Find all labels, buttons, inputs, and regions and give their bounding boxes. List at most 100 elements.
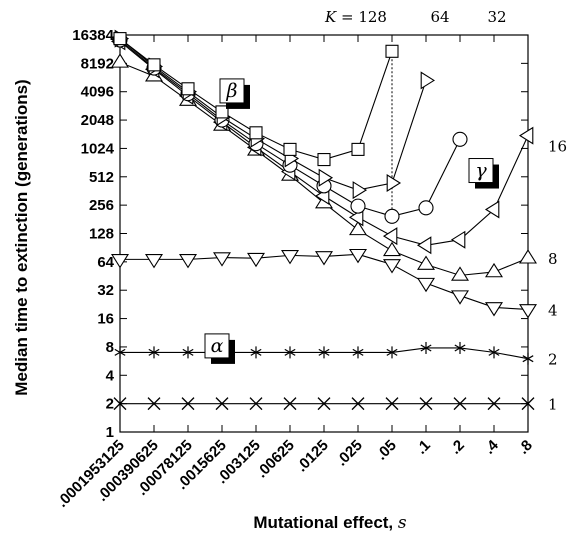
data-point-k-2-stroke bbox=[318, 348, 330, 356]
series-k-4 bbox=[111, 248, 537, 319]
data-point-k-4 bbox=[179, 254, 197, 269]
data-point-k-4 bbox=[315, 251, 333, 266]
y-tick-label: 128 bbox=[89, 226, 114, 243]
x-tick-label: .1 bbox=[413, 437, 434, 458]
region-label-text: α bbox=[211, 335, 224, 357]
data-point-k-1 bbox=[419, 397, 433, 411]
data-point-k-1-stroke bbox=[351, 397, 365, 411]
data-point-k-8 bbox=[111, 53, 129, 68]
data-point-k-2 bbox=[420, 341, 432, 354]
series-k-16 bbox=[110, 32, 534, 255]
data-point-k-1 bbox=[147, 397, 161, 411]
y-tick-label: 32 bbox=[97, 282, 114, 299]
data-point-k-128 bbox=[351, 142, 365, 156]
data-point-k-2-stroke bbox=[522, 355, 534, 363]
data-point-k-1 bbox=[487, 397, 501, 411]
data-point-k-4 bbox=[485, 302, 503, 317]
y-axis: 1 2 4 8 16 32 64 128 256 512 1024 2048 4096 8192 16384… bbox=[12, 27, 528, 441]
data-point-k-1-stroke bbox=[453, 397, 467, 411]
x-tick-label: .4 bbox=[481, 436, 502, 457]
data-point-k-2-stroke bbox=[182, 348, 194, 356]
data-point-k-1 bbox=[249, 397, 263, 411]
data-point-k-2-stroke bbox=[148, 348, 160, 356]
data-point-k-1 bbox=[385, 397, 399, 411]
data-point-k-2-stroke bbox=[284, 348, 296, 356]
data-point-k-1-stroke bbox=[215, 397, 229, 411]
series-label-k-32: 32 bbox=[487, 8, 506, 26]
data-point-k-16 bbox=[450, 230, 466, 249]
data-point-k-2-stroke bbox=[114, 348, 126, 356]
data-point-k-1-stroke bbox=[113, 397, 127, 411]
y-tick-label: 512 bbox=[89, 169, 114, 186]
y-tick-label: 2 bbox=[106, 396, 114, 413]
data-point-k-2-stroke bbox=[386, 348, 398, 356]
x-axis: .0001953125.000390625.00078125.0015625.0… bbox=[54, 35, 536, 533]
x-axis-title-variable: s bbox=[398, 513, 407, 533]
x-tick-label: .8 bbox=[515, 437, 536, 458]
data-point-k-8 bbox=[485, 262, 503, 278]
data-point-k-4 bbox=[281, 250, 299, 265]
data-point-k-2 bbox=[454, 341, 466, 354]
data-point-k-4 bbox=[111, 254, 129, 269]
series-line-k-64 bbox=[119, 38, 427, 191]
y-tick-label: 8 bbox=[106, 339, 114, 356]
data-point-k-1 bbox=[453, 397, 467, 411]
data-point-k-8 bbox=[451, 266, 469, 281]
y-tick-label: 1024 bbox=[81, 140, 115, 157]
data-point-k-8 bbox=[417, 255, 435, 270]
data-point-k-2 bbox=[386, 346, 398, 359]
data-point-k-64 bbox=[352, 181, 368, 200]
data-point-k-1-stroke bbox=[317, 397, 331, 411]
data-point-k-1 bbox=[283, 397, 297, 411]
data-point-k-2 bbox=[522, 352, 534, 365]
series-label-value: 128 bbox=[358, 8, 387, 26]
y-tick-label: 2048 bbox=[81, 112, 114, 129]
x-tick-label: .05 bbox=[373, 437, 400, 464]
data-point-k-1-stroke bbox=[385, 397, 399, 411]
y-tick-label: 64 bbox=[97, 254, 114, 271]
region-label-text: γ bbox=[475, 160, 487, 182]
data-point-k-2-stroke bbox=[420, 344, 432, 352]
data-point-k-2 bbox=[318, 346, 330, 359]
data-point-k-1 bbox=[181, 397, 195, 411]
k-prefix: K = bbox=[324, 8, 358, 26]
data-point-k-128 bbox=[283, 142, 297, 156]
series-line-k-32 bbox=[119, 39, 461, 217]
series-label-k-1: 1 bbox=[548, 396, 558, 414]
data-point-k-16 bbox=[382, 227, 398, 246]
region-label-box bbox=[219, 78, 245, 104]
data-point-k-4 bbox=[145, 254, 163, 269]
data-point-k-128 bbox=[249, 126, 263, 140]
data-point-k-32 bbox=[350, 198, 366, 214]
data-point-k-16 bbox=[416, 236, 432, 255]
series-label-k-2: 2 bbox=[548, 351, 558, 369]
data-point-k-64 bbox=[318, 168, 334, 187]
region-label-box bbox=[468, 158, 494, 184]
x-tick-label: .0125 bbox=[293, 437, 332, 476]
data-point-k-16 bbox=[484, 200, 500, 219]
data-point-k-2-stroke bbox=[250, 348, 262, 356]
x-tick-label: .025 bbox=[333, 437, 366, 470]
region-label-gamma: γ bbox=[468, 158, 499, 189]
x-tick-label: .2 bbox=[447, 437, 468, 458]
data-point-k-32 bbox=[452, 131, 468, 147]
series-label-k-8: 8 bbox=[548, 250, 558, 268]
data-point-k-1-stroke bbox=[487, 397, 501, 411]
y-axis-title: Median time to extinction (generations) bbox=[12, 79, 31, 395]
data-point-k-1 bbox=[113, 397, 127, 411]
series-label-k-16: 16 bbox=[548, 137, 567, 155]
region-label-box bbox=[204, 333, 230, 359]
data-point-k-4 bbox=[247, 252, 265, 268]
data-point-k-1-stroke bbox=[147, 397, 161, 411]
region-label-alpha: α bbox=[204, 333, 235, 364]
data-point-k-4 bbox=[349, 248, 367, 264]
data-point-k-1-stroke bbox=[419, 397, 433, 411]
data-point-k-1 bbox=[317, 397, 331, 411]
data-point-k-4 bbox=[451, 290, 469, 305]
data-point-k-2 bbox=[114, 346, 126, 359]
data-point-k-1-stroke bbox=[181, 397, 195, 411]
data-point-k-4 bbox=[519, 304, 537, 319]
y-tick-label: 16384 bbox=[72, 27, 114, 44]
y-tick-label: 1 bbox=[106, 424, 114, 441]
